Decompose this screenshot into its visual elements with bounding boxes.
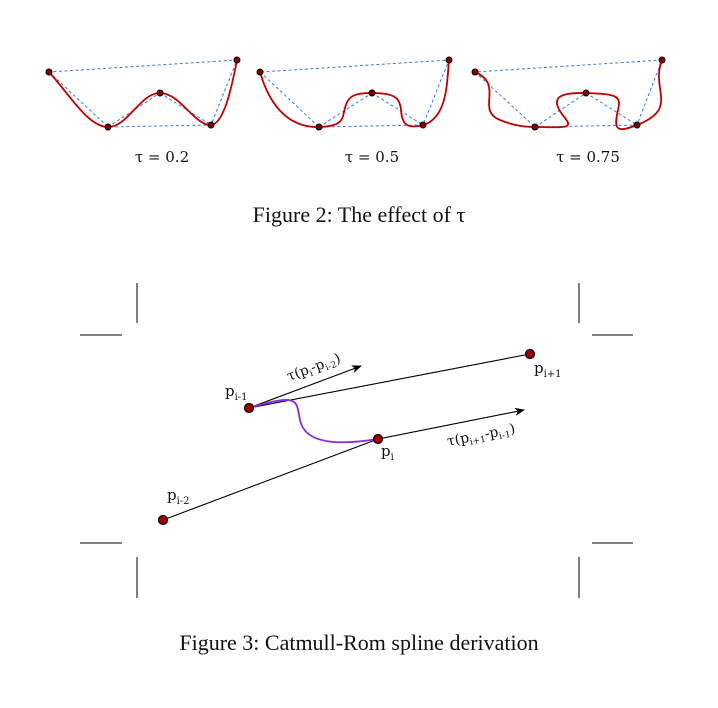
tau-label: τ = 0.75 [556, 148, 620, 166]
tau-label: τ = 0.5 [345, 148, 399, 166]
control-point [156, 89, 164, 97]
control-polygon-diagonal [585, 92, 638, 126]
spline-curve [259, 59, 450, 128]
tangent-arrow-top [248, 365, 362, 409]
control-point [315, 123, 323, 131]
tau-panel-0.75: τ = 0.75 [471, 56, 666, 166]
figure-2-caption: Figure 2: The effect of τ [253, 202, 466, 227]
control-point [104, 123, 112, 131]
control-point [445, 56, 453, 64]
figure-3-caption: Figure 3: Catmull-Rom spline derivation [179, 630, 538, 655]
line-p-i-minus-2-to-p-i [162, 438, 379, 521]
control-point [582, 89, 590, 97]
control-point [419, 121, 427, 129]
control-point [658, 56, 666, 64]
control-polygon-diagonal [107, 92, 161, 128]
catmull-rom-segment [248, 399, 379, 444]
control-point [256, 68, 264, 76]
figure-2: τ = 0.2 τ = 0.5 τ = 0.75 [45, 56, 666, 227]
control-point [207, 121, 215, 129]
control-polygon-diagonal [371, 92, 424, 126]
label-tangent-top: τ(pi-pi-2) [285, 351, 344, 387]
point-p-i-plus-1 [524, 348, 536, 360]
label-tangent-bottom: τ(pi+1-pi-1) [446, 421, 517, 452]
label-p-i: pi [381, 442, 394, 463]
label-p-i-minus-1: pi-1 [225, 382, 248, 403]
control-point [471, 68, 479, 76]
spline-curve [474, 59, 663, 130]
line-p-i-minus-1-to-p-i-plus-1 [248, 353, 531, 409]
label-p-i-plus-1: pi+1 [534, 359, 562, 380]
control-point [233, 56, 241, 64]
label-p-i-minus-2: pi-2 [167, 486, 190, 507]
tau-panel-0.5: τ = 0.5 [256, 56, 453, 166]
figure-3: pi-2 pi-1 pi pi+1 τ(pi-pi-2) τ(pi+1-pi-1… [80, 283, 633, 655]
tangent-arrow-bottom [377, 407, 525, 440]
control-polygon-diagonal [534, 92, 587, 128]
control-point [45, 68, 53, 76]
point-p-i [372, 433, 384, 445]
control-polygon-diagonal [318, 92, 373, 128]
control-polygon [48, 59, 238, 128]
tau-label: τ = 0.2 [135, 148, 189, 166]
point-p-i-minus-1 [243, 402, 255, 414]
tau-panel-0.2: τ = 0.2 [45, 56, 241, 166]
control-point [531, 123, 539, 131]
control-point [368, 89, 376, 97]
point-p-i-minus-2 [157, 514, 169, 526]
control-point [633, 121, 641, 129]
